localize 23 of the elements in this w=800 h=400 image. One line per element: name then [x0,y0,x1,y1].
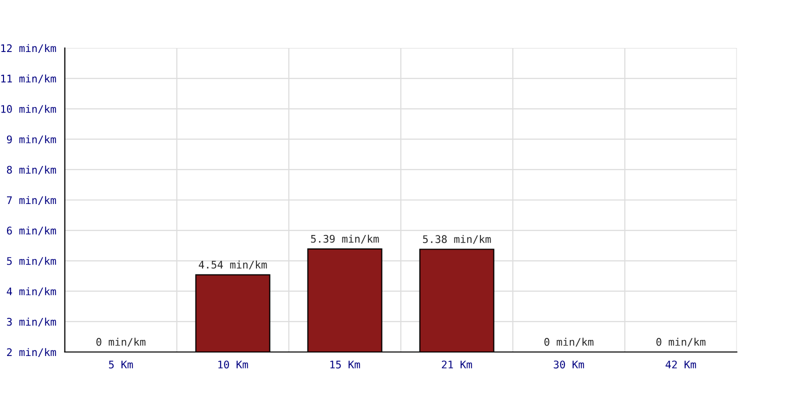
data-label: 5.39 min/km [311,234,379,244]
x-tick-label: 15 Km [330,360,360,368]
x-tick-label: 21 Km [442,360,472,368]
text: 0 min/km [656,338,706,347]
y-tick-label: 3 min/km [6,318,56,327]
y-tick-label: 10 min/km [1,104,56,114]
text: 0 min/km [544,338,594,347]
y-tick-label: 6 min/km [6,226,56,236]
y-tick-label: 12 min/km [1,44,56,53]
x-tick-label: 30 Km [554,360,584,368]
y-tick-label: 7 min/km [7,196,56,205]
y-tick-label: 2 min/km [7,348,56,357]
data-label: 5.38 min/km [423,235,491,244]
y-tick-label: 11 min/km [1,74,56,84]
y-tick-label: 4 min/km [6,287,56,296]
y-tick-label: 9 min/km [6,135,56,144]
y-tick-label: 5 min/km [7,256,56,266]
x-tick-label: 10 Km [218,360,248,368]
data-label: 4.54 min/km [198,260,267,270]
x-tick-label: 5 Km [108,360,133,368]
text: 0 min/km [96,338,146,347]
x-tick-label: 42 Km [666,360,696,368]
y-tick-label: 8 min/km [6,166,56,175]
